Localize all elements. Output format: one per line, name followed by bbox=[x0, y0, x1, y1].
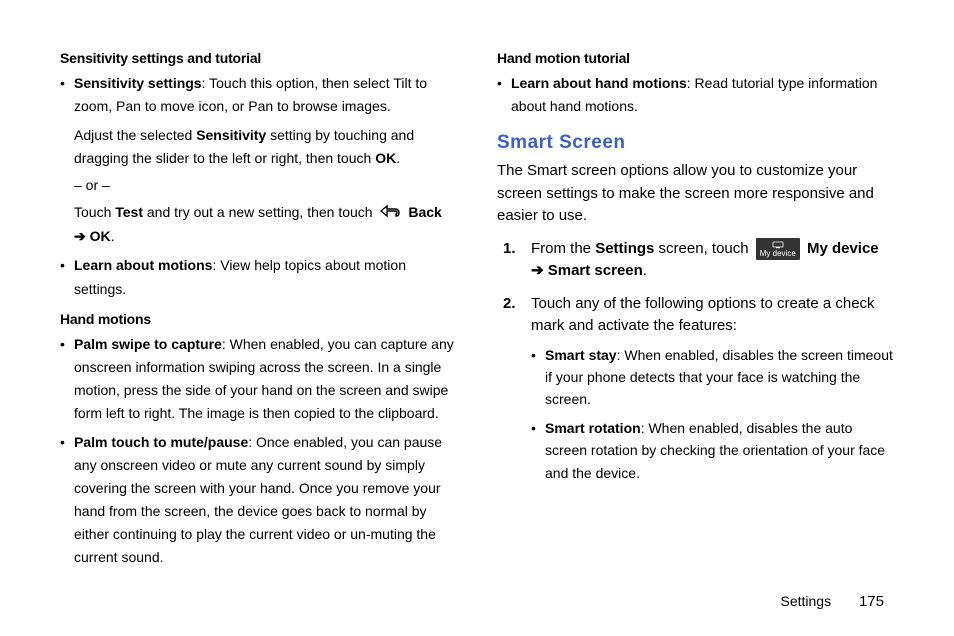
footer-page-number: 175 bbox=[859, 593, 884, 610]
text: . bbox=[111, 228, 115, 244]
label-sensitivity: Sensitivity bbox=[196, 127, 266, 143]
bullet-list-sensitivity: Sensitivity settings: Touch this option,… bbox=[60, 72, 457, 301]
subbullet-smart-rotation: Smart rotation: When enabled, disables t… bbox=[531, 417, 894, 484]
subbullet-list: Smart stay: When enabled, disables the s… bbox=[531, 344, 894, 484]
label-sensitivity-settings: Sensitivity settings bbox=[74, 75, 202, 91]
mydevice-label: My device bbox=[760, 249, 796, 258]
bullet-learn-hand-motions: Learn about hand motions: Read tutorial … bbox=[497, 72, 894, 118]
bullet-palm-swipe: Palm swipe to capture: When enabled, you… bbox=[60, 333, 457, 425]
label-learn-hand-motions: Learn about hand motions bbox=[511, 75, 687, 91]
bullet-palm-touch: Palm touch to mute/pause: Once enabled, … bbox=[60, 431, 457, 570]
bullet-learn-motions: Learn about motions: View help topics ab… bbox=[60, 254, 457, 300]
label-smart-rotation: Smart rotation bbox=[545, 420, 641, 436]
label-test: Test bbox=[115, 204, 143, 220]
or-separator: – or – bbox=[74, 174, 457, 197]
subhead-hand-tutorial: Hand motion tutorial bbox=[497, 50, 894, 66]
back-icon bbox=[379, 202, 401, 225]
para-test: Touch Test and try out a new setting, th… bbox=[74, 201, 457, 248]
text: Touch bbox=[74, 204, 115, 220]
section-smart-screen: Smart Screen bbox=[497, 132, 894, 154]
text: screen, touch bbox=[654, 240, 752, 257]
step-1: From the Settings screen, touch My devic… bbox=[497, 238, 894, 283]
text: From the bbox=[531, 240, 595, 257]
bullet-list-tutorial: Learn about hand motions: Read tutorial … bbox=[497, 72, 894, 118]
label-ok: OK bbox=[375, 150, 396, 166]
bullet-sensitivity-settings: Sensitivity settings: Touch this option,… bbox=[60, 72, 457, 248]
para-adjust: Adjust the selected Sensitivity setting … bbox=[74, 124, 457, 170]
subhead-hand-motions: Hand motions bbox=[60, 311, 457, 327]
text: and try out a new setting, then touch bbox=[143, 204, 376, 220]
step-2: Touch any of the following options to cr… bbox=[497, 293, 894, 484]
text: Touch any of the following options to cr… bbox=[531, 295, 875, 335]
label-palm-touch: Palm touch to mute/pause bbox=[74, 434, 248, 450]
mydevice-icon: My device bbox=[756, 238, 800, 260]
text: : Once enabled, you can pause any onscre… bbox=[74, 434, 442, 565]
subbullet-smart-stay: Smart stay: When enabled, disables the s… bbox=[531, 344, 894, 411]
page-footer: Settings 175 bbox=[780, 593, 884, 610]
label-smart-stay: Smart stay bbox=[545, 347, 617, 363]
text: . bbox=[396, 150, 400, 166]
text: Adjust the selected bbox=[74, 127, 196, 143]
bullet-list-hand-motions: Palm swipe to capture: When enabled, you… bbox=[60, 333, 457, 570]
intro-smart-screen: The Smart screen options allow you to cu… bbox=[497, 160, 894, 228]
steps-smart-screen: From the Settings screen, touch My devic… bbox=[497, 238, 894, 484]
text: . bbox=[643, 262, 647, 279]
subhead-sensitivity: Sensitivity settings and tutorial bbox=[60, 50, 457, 66]
label-learn-motions: Learn about motions bbox=[74, 257, 212, 273]
label-palm-swipe: Palm swipe to capture bbox=[74, 336, 222, 352]
left-column: Sensitivity settings and tutorial Sensit… bbox=[60, 50, 457, 576]
label-settings: Settings bbox=[595, 240, 654, 257]
right-column: Hand motion tutorial Learn about hand mo… bbox=[497, 50, 894, 576]
footer-section: Settings bbox=[780, 593, 831, 609]
page-columns: Sensitivity settings and tutorial Sensit… bbox=[60, 50, 894, 576]
